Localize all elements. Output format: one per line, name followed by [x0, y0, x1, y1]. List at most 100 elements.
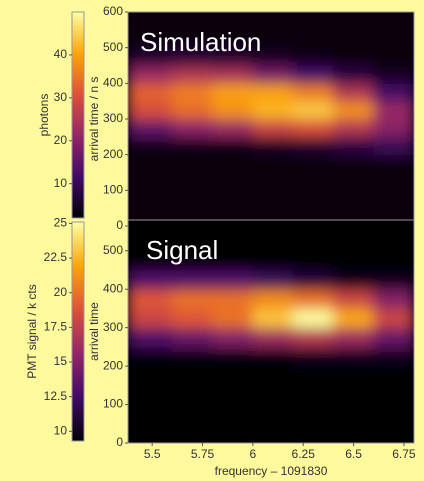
- heatmap-cell: [171, 118, 214, 138]
- heatmap-cell: [171, 189, 214, 209]
- heatmap-cell: [373, 29, 414, 49]
- heatmap-cell: [171, 288, 214, 309]
- heatmap-cell: [252, 118, 294, 138]
- y-tick-label: 200: [103, 147, 123, 161]
- y-tick-label: 500: [103, 243, 123, 257]
- heatmap-cell: [128, 65, 173, 84]
- heatmap-cell: [128, 423, 173, 443]
- heatmap-cell: [212, 29, 254, 49]
- heatmap-cell: [292, 423, 334, 443]
- heatmap-cell: [373, 172, 414, 191]
- heatmap-cell: [171, 269, 214, 290]
- heatmap-cell: [212, 384, 254, 406]
- heatmap-cell: [292, 12, 334, 31]
- heatmap-cell: [252, 346, 294, 367]
- heatmap-cell: [171, 12, 214, 31]
- heatmap-cell: [332, 136, 375, 156]
- y-tick-label: 100: [103, 183, 123, 197]
- heatmap-cell: [292, 250, 334, 271]
- heatmap-cell: [332, 100, 375, 120]
- heatmap-cell: [292, 172, 334, 191]
- heatmap-cell: [332, 47, 375, 66]
- heatmap-cells: [128, 220, 414, 443]
- heatmap-cell: [332, 172, 375, 191]
- heatmap-cell: [373, 82, 414, 102]
- heatmap-cell: [292, 47, 334, 66]
- heatmap-cell: [252, 307, 294, 329]
- heatmap-cell: [128, 307, 173, 329]
- colorbar-tick-label: 20: [54, 133, 68, 147]
- heatmap-cell: [373, 65, 414, 84]
- heatmap-cell: [212, 269, 254, 290]
- heatmap-cell: [292, 82, 334, 102]
- y-tick-label: 200: [103, 358, 123, 372]
- heatmap-cell: [252, 65, 294, 84]
- heatmap-cell: [373, 346, 414, 367]
- heatmap-cell: [171, 250, 214, 271]
- heatmap-cell: [332, 423, 375, 443]
- heatmap-cell: [171, 346, 214, 367]
- heatmap-cell: [128, 100, 173, 120]
- heatmap-cell: [171, 365, 214, 386]
- heatmap-cell: [292, 189, 334, 209]
- heatmap-cell: [332, 346, 375, 367]
- heatmap-cell: [171, 384, 214, 406]
- colorbar-tick-label: 17.5: [44, 320, 68, 334]
- heatmap-cell: [373, 12, 414, 31]
- heatmap-cell: [252, 189, 294, 209]
- colorbar-tick-label: 30: [54, 90, 68, 104]
- heatmap-cell: [128, 404, 173, 425]
- heatmap-cell: [171, 82, 214, 102]
- heatmap-cell: [292, 288, 334, 309]
- heatmap-cell: [292, 29, 334, 49]
- x-tick-label: 6.75: [392, 447, 416, 461]
- heatmap-cell: [171, 136, 214, 156]
- heatmap-cell: [252, 154, 294, 173]
- heatmap-cell: [171, 327, 214, 348]
- heatmap-cell: [128, 327, 173, 348]
- y-tick-label: 0: [116, 218, 123, 232]
- heatmap-cell: [252, 288, 294, 309]
- heatmap-cell: [292, 346, 334, 367]
- heatmap-cell: [171, 65, 214, 84]
- colorbar-label: PMT signal / k cts: [25, 284, 39, 378]
- heatmap-cell: [292, 365, 334, 386]
- heatmap-cell: [171, 29, 214, 49]
- x-tick-label: 6.5: [345, 447, 362, 461]
- heatmap-cell: [128, 384, 173, 406]
- heatmap-cell: [212, 288, 254, 309]
- heatmap-cell: [128, 220, 173, 233]
- annotation: Simulation: [140, 27, 261, 57]
- heatmap-cell: [332, 154, 375, 173]
- heatmap-cell: [332, 404, 375, 425]
- heatmap-cell: [332, 307, 375, 329]
- heatmap-cell: [212, 423, 254, 443]
- heatmap-cell: [212, 82, 254, 102]
- colorbar-tick-label: 20: [54, 285, 68, 299]
- heatmap-cell: [332, 269, 375, 290]
- heatmap-cell: [171, 100, 214, 120]
- heatmap-cell: [373, 118, 414, 138]
- heatmap-cell: [128, 346, 173, 367]
- heatmap-cell: [128, 29, 173, 49]
- heatmap-cell: [252, 327, 294, 348]
- heatmap-cell: [128, 118, 173, 138]
- heatmap-cell: [292, 154, 334, 173]
- heatmap-cell: [332, 118, 375, 138]
- colorbar: [71, 221, 85, 442]
- y-axis-label: arrival time: [87, 302, 101, 361]
- y-tick-label: 500: [103, 40, 123, 54]
- y-tick-label: 600: [103, 4, 123, 18]
- heatmap-cell: [128, 172, 173, 191]
- heatmap-cell: [373, 288, 414, 309]
- heatmap-cell: [212, 154, 254, 173]
- heatmap-cell: [373, 220, 414, 233]
- heatmap-cell: [373, 189, 414, 209]
- heatmap-cell: [373, 250, 414, 271]
- heatmap-cell: [292, 384, 334, 406]
- heatmap-cell: [252, 220, 294, 233]
- heatmap-cell: [373, 154, 414, 173]
- plot-frame: [127, 219, 415, 444]
- heatmap-cell: [373, 269, 414, 290]
